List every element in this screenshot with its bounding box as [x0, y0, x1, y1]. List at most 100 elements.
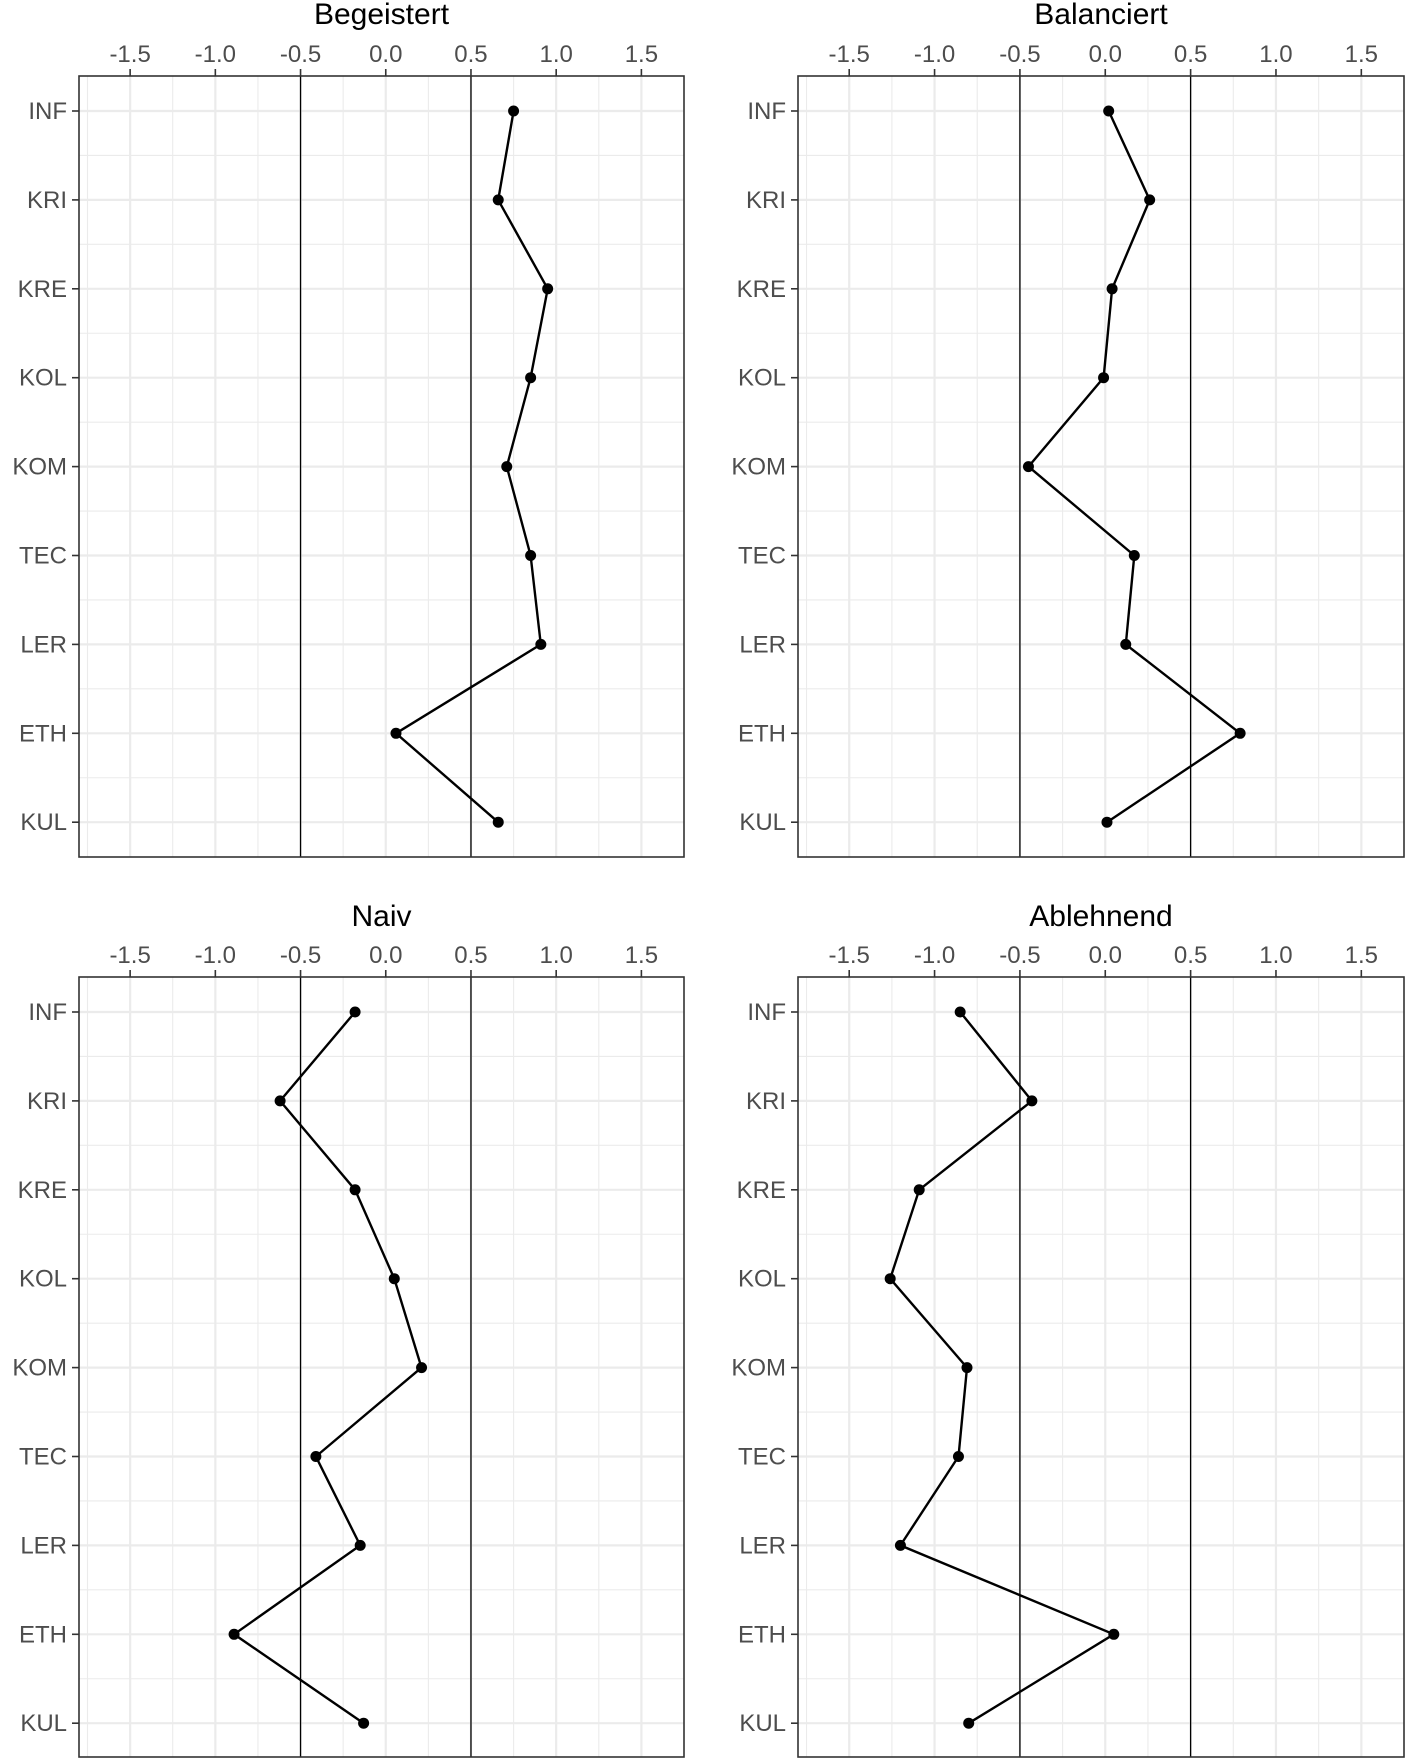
- data-point-kre: [542, 283, 554, 295]
- data-point-tec: [952, 1451, 964, 1462]
- y-tick-label: TEC: [19, 1444, 67, 1471]
- x-tick-label: 1.0: [1259, 41, 1292, 68]
- panel-naiv: Naiv -1.5 -1.0 -0.5 0.0 0.5 1.0 1.5 INF KRI KRE KO…: [12, 900, 685, 1758]
- data-point-inf: [508, 105, 520, 117]
- y-tick-label: KRE: [18, 1177, 67, 1204]
- y-tick-label: ETH: [738, 1621, 786, 1648]
- panel-frame: [78, 976, 685, 1758]
- data-point-tec: [525, 550, 537, 561]
- x-tick-label: 1.5: [1345, 942, 1378, 969]
- x-tick-label: 1.5: [625, 41, 658, 68]
- y-tick-label: KOL: [19, 1266, 67, 1293]
- data-point-kre: [913, 1184, 925, 1196]
- y-tick-label: KOL: [738, 1266, 786, 1293]
- panel-title: Begeistert: [314, 0, 450, 31]
- x-tick-label: -1.0: [195, 942, 236, 969]
- data-point-kol: [884, 1273, 896, 1285]
- y-tick-label: KOM: [12, 454, 67, 481]
- y-tick-label: KOL: [738, 365, 786, 392]
- y-tick-label: INF: [28, 98, 67, 125]
- panel-balanciert: Balanciert -1.5 -1.0 -0.5 0.0 0.5 1.0 1.5 INF KR…: [731, 0, 1405, 858]
- data-point-ler: [894, 1539, 906, 1551]
- data-point-kri: [492, 194, 504, 206]
- panel-title: Naiv: [351, 900, 411, 933]
- x-tick-label: 0.0: [1089, 41, 1122, 68]
- x-tick-label: -1.5: [829, 41, 870, 68]
- y-tick-label: KRE: [737, 1177, 786, 1204]
- data-point-kul: [492, 816, 504, 828]
- y-tick-label: KRE: [18, 276, 67, 303]
- panel-ablehnend: Ablehnend -1.5 -1.0 -0.5 0.0 0.5 1.0 1.5 INF KRI…: [731, 900, 1405, 1758]
- data-point-kre: [349, 1184, 361, 1196]
- data-point-kre: [1106, 283, 1118, 295]
- data-point-tec: [1128, 550, 1140, 561]
- y-tick-label: ETH: [19, 1621, 67, 1648]
- data-point-kol: [388, 1273, 400, 1285]
- y-tick-label: KOM: [12, 1355, 67, 1382]
- x-tick-label: -0.5: [280, 41, 321, 68]
- x-tick-label: -1.5: [109, 41, 150, 68]
- y-tick-label: KRI: [746, 1088, 786, 1115]
- x-tick-label: -1.0: [195, 41, 236, 68]
- y-tick-label: KRE: [737, 276, 786, 303]
- data-point-kri: [1144, 194, 1156, 206]
- x-tick-label: 1.0: [539, 942, 572, 969]
- data-point-inf: [954, 1006, 966, 1018]
- y-tick-label: KUL: [739, 809, 786, 836]
- y-tick-label: ETH: [738, 720, 786, 747]
- y-tick-label: INF: [747, 98, 786, 125]
- x-tick-label: 1.5: [625, 942, 658, 969]
- x-tick-label: -0.5: [280, 942, 321, 969]
- x-tick-label: -1.5: [829, 942, 870, 969]
- y-tick-label: LER: [20, 1532, 67, 1559]
- y-tick-label: ETH: [19, 720, 67, 747]
- data-point-kom: [501, 461, 513, 473]
- panel-title: Ablehnend: [1029, 900, 1172, 933]
- y-tick-label: TEC: [738, 1444, 786, 1471]
- y-tick-label: TEC: [738, 543, 786, 570]
- panel-begeistert: Begeistert -1.5 -1.0 -0.5 0.0 0.5 1.0 1.5 INF KR…: [12, 0, 685, 858]
- data-point-eth: [1108, 1628, 1120, 1640]
- panel-frame: [78, 75, 685, 858]
- x-tick-label: 0.5: [1174, 41, 1207, 68]
- data-point-kom: [416, 1362, 428, 1374]
- data-point-ler: [354, 1539, 366, 1551]
- y-tick-label: KRI: [27, 187, 67, 214]
- data-point-eth: [390, 727, 402, 739]
- y-tick-label: KUL: [739, 1710, 786, 1737]
- y-tick-label: LER: [739, 1532, 786, 1559]
- data-point-tec: [310, 1451, 322, 1462]
- x-tick-label: 0.5: [1174, 942, 1207, 969]
- data-point-eth: [228, 1628, 240, 1640]
- x-tick-label: -0.5: [999, 41, 1040, 68]
- data-point-kol: [525, 372, 537, 384]
- y-tick-label: LER: [739, 631, 786, 658]
- x-tick-label: 0.0: [369, 41, 402, 68]
- x-tick-label: 0.5: [454, 942, 487, 969]
- data-point-eth: [1234, 727, 1246, 739]
- data-point-kul: [1101, 816, 1113, 828]
- y-tick-label: KOM: [731, 1355, 786, 1382]
- y-tick-label: KRI: [27, 1088, 67, 1115]
- data-point-kri: [1026, 1095, 1038, 1107]
- x-tick-label: -1.5: [109, 942, 150, 969]
- data-point-kom: [961, 1362, 973, 1374]
- panel-frame: [797, 75, 1405, 858]
- data-point-kul: [358, 1717, 370, 1729]
- panel-frame: [797, 976, 1405, 1758]
- panel-title: Balanciert: [1034, 0, 1168, 31]
- x-tick-label: 0.0: [1089, 942, 1122, 969]
- y-tick-label: INF: [747, 999, 786, 1026]
- y-tick-label: INF: [28, 999, 67, 1026]
- data-point-ler: [1120, 638, 1132, 650]
- x-tick-label: -0.5: [999, 942, 1040, 969]
- x-tick-label: 0.0: [369, 942, 402, 969]
- data-point-kol: [1098, 372, 1110, 384]
- data-point-inf: [349, 1006, 361, 1018]
- y-tick-label: KUL: [20, 1710, 67, 1737]
- y-tick-label: TEC: [19, 543, 67, 570]
- x-tick-label: 0.5: [454, 41, 487, 68]
- x-tick-label: -1.0: [914, 942, 955, 969]
- x-tick-label: 1.5: [1345, 41, 1378, 68]
- y-tick-label: LER: [20, 631, 67, 658]
